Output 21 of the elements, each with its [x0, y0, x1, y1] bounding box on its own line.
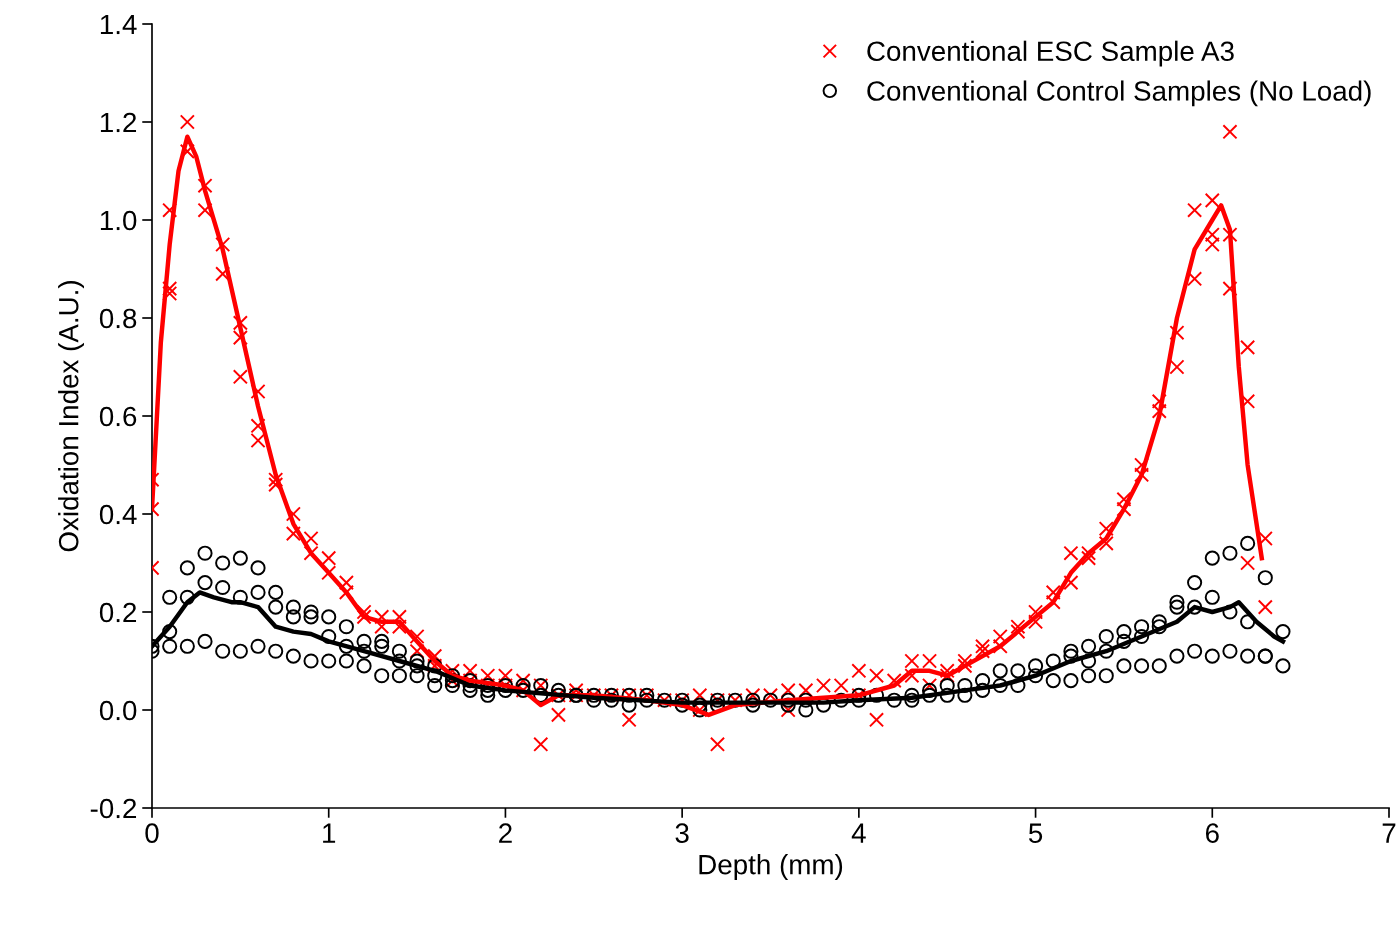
x-tick-label: 3	[675, 823, 689, 843]
y-tick-label: 0.6	[99, 406, 137, 427]
y-tick-label: 0.4	[99, 504, 137, 525]
x-tick-label: 1	[323, 823, 336, 843]
x-tick-label: 0	[145, 823, 159, 843]
y-tick-label: 1.4	[100, 14, 137, 35]
x-tick-label: 5	[1028, 823, 1043, 843]
x-tick-label: 2	[499, 823, 512, 843]
legend-label: Conventional Control Samples (No Load)	[867, 80, 1371, 107]
y-tick-label: 0.2	[99, 602, 137, 623]
y-tick-label: 0.0	[99, 700, 137, 721]
y-tick-label: 1.2	[100, 112, 137, 133]
x-axis-title: Depth (mm)	[699, 854, 843, 880]
legend-label: Conventional ESC Sample A3	[867, 40, 1234, 67]
x-tick-label: 6	[1205, 823, 1219, 843]
y-tick-label: 1.0	[100, 210, 137, 231]
y-tick-label: 0.8	[99, 308, 137, 329]
y-tick-label: -0.2	[90, 798, 137, 819]
x-tick-label: 7	[1382, 823, 1396, 843]
y-axis-title: Oxidation Index (A.U.)	[58, 281, 84, 552]
x-tick-label: 4	[851, 823, 866, 843]
